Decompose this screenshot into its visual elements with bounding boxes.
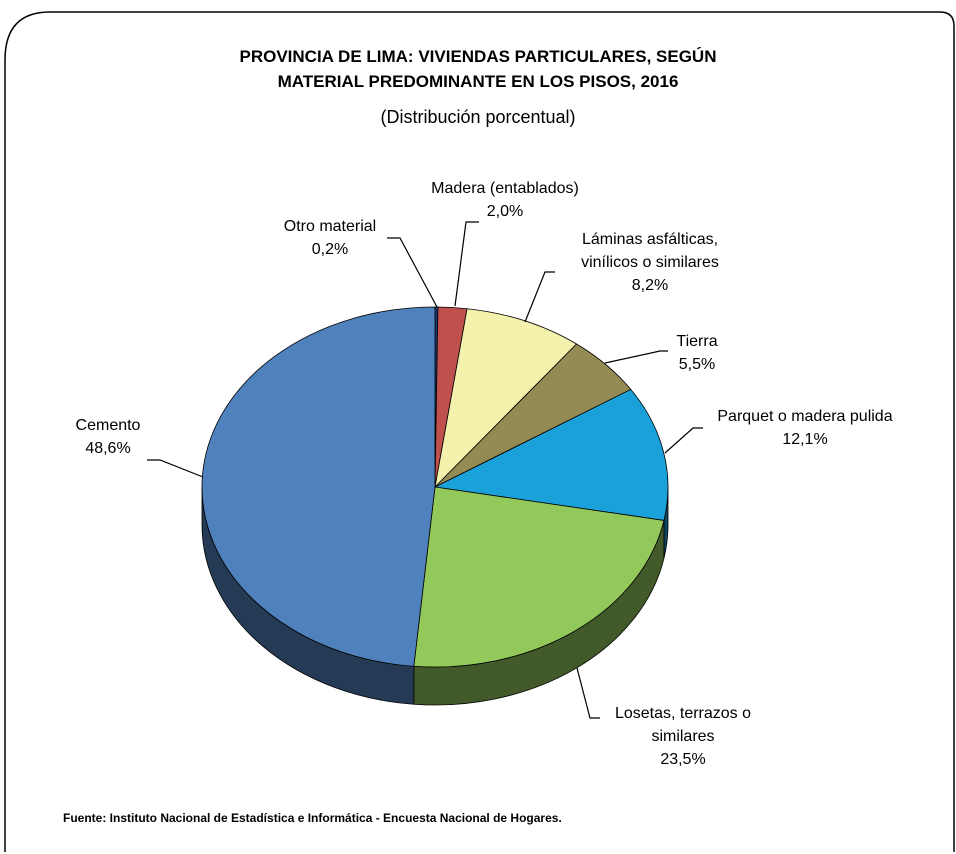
pie-slice	[434, 308, 578, 489]
source-note: Fuente: Instituto Nacional de Estadístic…	[63, 811, 562, 825]
value-label: 2,0%	[487, 203, 523, 220]
pie-slice	[201, 306, 436, 667]
leader-line	[147, 459, 204, 478]
leader-line	[387, 237, 438, 308]
slice-label: Madera (entablados)	[431, 180, 579, 197]
slice-label: Láminas asfálticas, vinílicos o similares	[581, 231, 719, 271]
value-label: 8,2%	[632, 277, 668, 294]
leader-line	[604, 350, 668, 364]
leader-line	[664, 427, 703, 454]
slice-label: Otro material	[284, 218, 376, 235]
slice-label: Losetas, terrazos o similares	[615, 705, 751, 745]
leader-line	[454, 221, 479, 307]
value-label: 0,2%	[312, 241, 348, 258]
slice-label: Parquet o madera pulida	[717, 408, 892, 425]
leader-line	[524, 271, 555, 323]
chart-title: PROVINCIA DE LIMA: VIVIENDAS PARTICULARE…	[240, 47, 717, 91]
pie-slice	[433, 388, 669, 521]
value-label: 12,1%	[782, 431, 827, 448]
value-label: 48,6%	[85, 440, 130, 457]
chart-subtitle: (Distribución porcentual)	[380, 107, 575, 127]
value-label: 23,5%	[660, 751, 705, 768]
leader-line	[576, 667, 600, 719]
slice-label: Tierra	[676, 333, 717, 350]
card-border	[4, 11, 955, 852]
pie-slice	[413, 486, 665, 668]
value-label: 5,5%	[679, 356, 715, 373]
slice-label: Cemento	[76, 417, 141, 434]
